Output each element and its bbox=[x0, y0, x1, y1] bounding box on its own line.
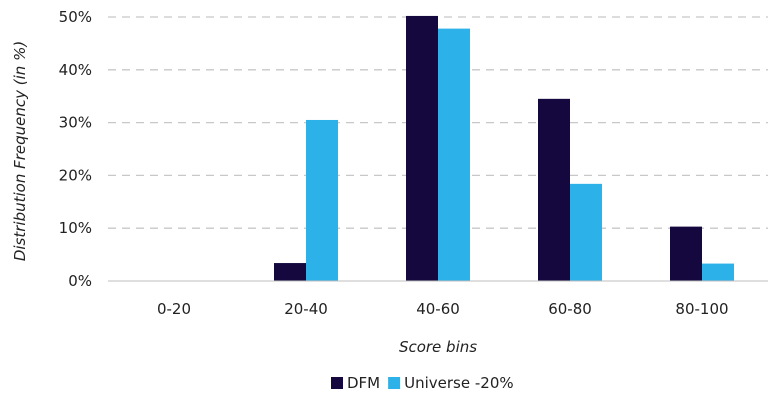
bar-universe-20--80-100 bbox=[702, 263, 734, 281]
legend-swatch bbox=[331, 377, 343, 389]
legend-label: Universe -20% bbox=[404, 374, 514, 392]
x-tick-label: 80-100 bbox=[675, 300, 728, 318]
bar-dfm-80-100 bbox=[670, 226, 702, 281]
y-tick-label: 10% bbox=[59, 219, 92, 237]
y-tick-label: 40% bbox=[59, 61, 92, 79]
bar-universe-20--40-60 bbox=[438, 28, 470, 282]
x-axis-title: Score bins bbox=[399, 338, 477, 356]
y-tick-label: 20% bbox=[59, 166, 92, 184]
y-axis-title: Distribution Frequency (in %) bbox=[11, 41, 29, 261]
bars bbox=[274, 15, 734, 282]
bar-dfm-20-40 bbox=[274, 263, 306, 281]
bar-dfm-40-60 bbox=[406, 15, 438, 281]
bar-universe-20--20-40 bbox=[306, 119, 338, 282]
bar-universe-20--60-80 bbox=[570, 183, 602, 281]
x-tick-label: 0-20 bbox=[157, 300, 191, 318]
bar-dfm-60-80 bbox=[538, 98, 570, 281]
legend-label: DFM bbox=[347, 374, 380, 392]
y-tick-label: 50% bbox=[59, 8, 92, 26]
x-tick-labels: 0-20 20-40 40-60 60-80 80-100 bbox=[157, 300, 729, 318]
legend: DFM Universe -20% bbox=[331, 374, 514, 392]
y-tick-label: 30% bbox=[59, 114, 92, 132]
legend-swatch bbox=[388, 377, 401, 389]
x-tick-label: 40-60 bbox=[416, 300, 460, 318]
x-tick-label: 60-80 bbox=[548, 300, 592, 318]
gridlines bbox=[108, 16, 768, 229]
y-tick-label: 0% bbox=[68, 272, 92, 290]
x-tick-label: 20-40 bbox=[284, 300, 328, 318]
y-tick-labels: 0% 10% 20% 30% 40% 50% bbox=[59, 8, 92, 290]
